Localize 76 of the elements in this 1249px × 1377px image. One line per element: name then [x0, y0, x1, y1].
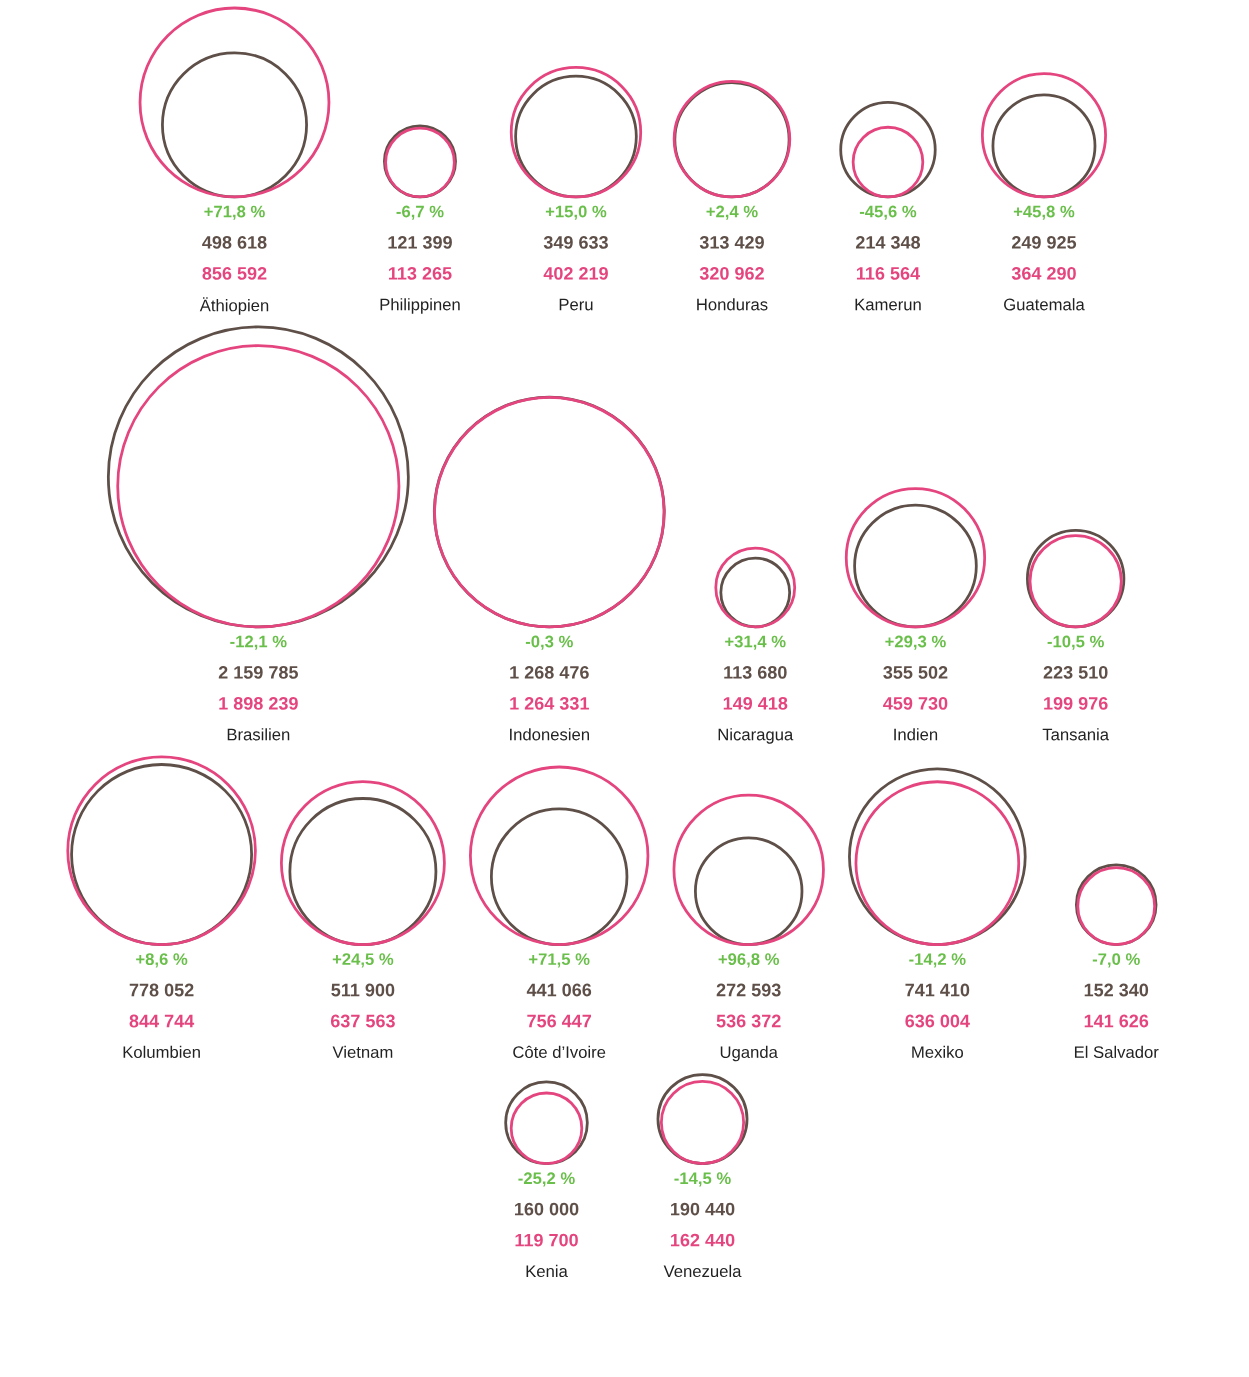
category-label: Mexiko	[912, 1045, 964, 1059]
data-label: 113 680	[724, 665, 787, 679]
data-label: 162 440	[671, 1233, 735, 1247]
category-label: Nicaragua	[718, 728, 794, 744]
text: +31,4 %	[725, 635, 786, 650]
data-label: 1 264 331	[510, 696, 589, 710]
data-label: 856 592	[202, 266, 267, 280]
data-label: 441 066	[526, 983, 592, 997]
data-label: 741 410	[905, 983, 970, 997]
text: +45,8 %	[1013, 205, 1075, 220]
data-label: 152 340	[1084, 983, 1149, 997]
category-label: Philippinen	[380, 298, 460, 314]
data-label: 272 593	[716, 983, 781, 997]
data-label: 498 618	[202, 235, 267, 249]
text: +8,6 %	[136, 953, 188, 968]
text: +96,8 %	[718, 953, 780, 968]
category-label: Indien	[894, 728, 938, 741]
data-label: 214 348	[855, 235, 921, 249]
category-label: Äthiopien	[199, 297, 269, 315]
data-label: 116 564	[856, 266, 921, 280]
category-label: El Salvador	[1074, 1045, 1159, 1059]
data-label: 149 418	[723, 696, 788, 710]
data-label: 1 268 476	[510, 665, 589, 679]
data-label: 844 744	[129, 1014, 195, 1028]
category-label: Kenia	[526, 1264, 568, 1278]
category-label: Indonesien	[510, 728, 589, 741]
data-label: 119 700	[515, 1233, 578, 1247]
category-label: Brasilien	[227, 728, 290, 741]
data-label: 402 219	[543, 266, 608, 280]
text: -6,7 %	[396, 205, 444, 220]
data-label: 636 004	[905, 1014, 970, 1028]
text: +71,5 %	[529, 953, 590, 968]
text: +2,4 %	[706, 205, 758, 220]
category-label: Venezuela	[663, 1264, 742, 1278]
data-label: 536 372	[716, 1014, 781, 1028]
category-label: Peru	[559, 298, 593, 311]
data-label: 778 052	[129, 983, 194, 997]
data-label: 355 502	[883, 665, 948, 679]
data-label: 141 626	[1084, 1014, 1149, 1028]
data-label: 223 510	[1043, 665, 1108, 679]
data-label: 1 898 239	[219, 696, 298, 710]
data-label: 2 159 785	[218, 665, 298, 679]
category-label: Kolumbien	[123, 1045, 200, 1059]
text: +24,5 %	[332, 953, 394, 968]
data-label: 199 976	[1044, 696, 1108, 710]
text: +29,3 %	[885, 635, 946, 650]
data-label: 320 962	[699, 266, 764, 280]
category-label: Côte d’Ivoire	[513, 1045, 606, 1059]
text: -14,5 %	[674, 1172, 731, 1187]
text: -45,6 %	[859, 205, 917, 220]
text: -25,2 %	[518, 1172, 575, 1187]
category-label: Tansania	[1042, 728, 1110, 741]
category-label: Vietnam	[332, 1045, 393, 1059]
data-label: 313 429	[699, 235, 764, 249]
text: +15,0 %	[545, 205, 607, 220]
data-label: 160 000	[515, 1202, 579, 1216]
data-label: 113 265	[388, 266, 452, 280]
text: -7,0 %	[1092, 953, 1140, 968]
data-label: 349 633	[543, 235, 608, 249]
data-label: 637 563	[330, 1014, 395, 1028]
text: -0,3 %	[525, 635, 573, 650]
data-label: 459 730	[883, 696, 948, 710]
category-label: Kamerun	[855, 298, 921, 311]
data-label: 364 290	[1011, 266, 1076, 280]
text: -10,5 %	[1047, 635, 1104, 650]
data-label: 249 925	[1011, 235, 1077, 249]
data-label: 511 900	[331, 983, 395, 997]
text: +71,8 %	[204, 205, 265, 220]
category-label: Guatemala	[1004, 298, 1085, 311]
category-label: Uganda	[720, 1045, 778, 1062]
data-label: 756 447	[527, 1014, 592, 1028]
text: -14,2 %	[909, 953, 966, 968]
data-label: 121 399	[388, 235, 452, 249]
category-label: Honduras	[697, 298, 768, 311]
data-label: 190 440	[671, 1202, 735, 1216]
text: -12,1 %	[230, 635, 287, 650]
